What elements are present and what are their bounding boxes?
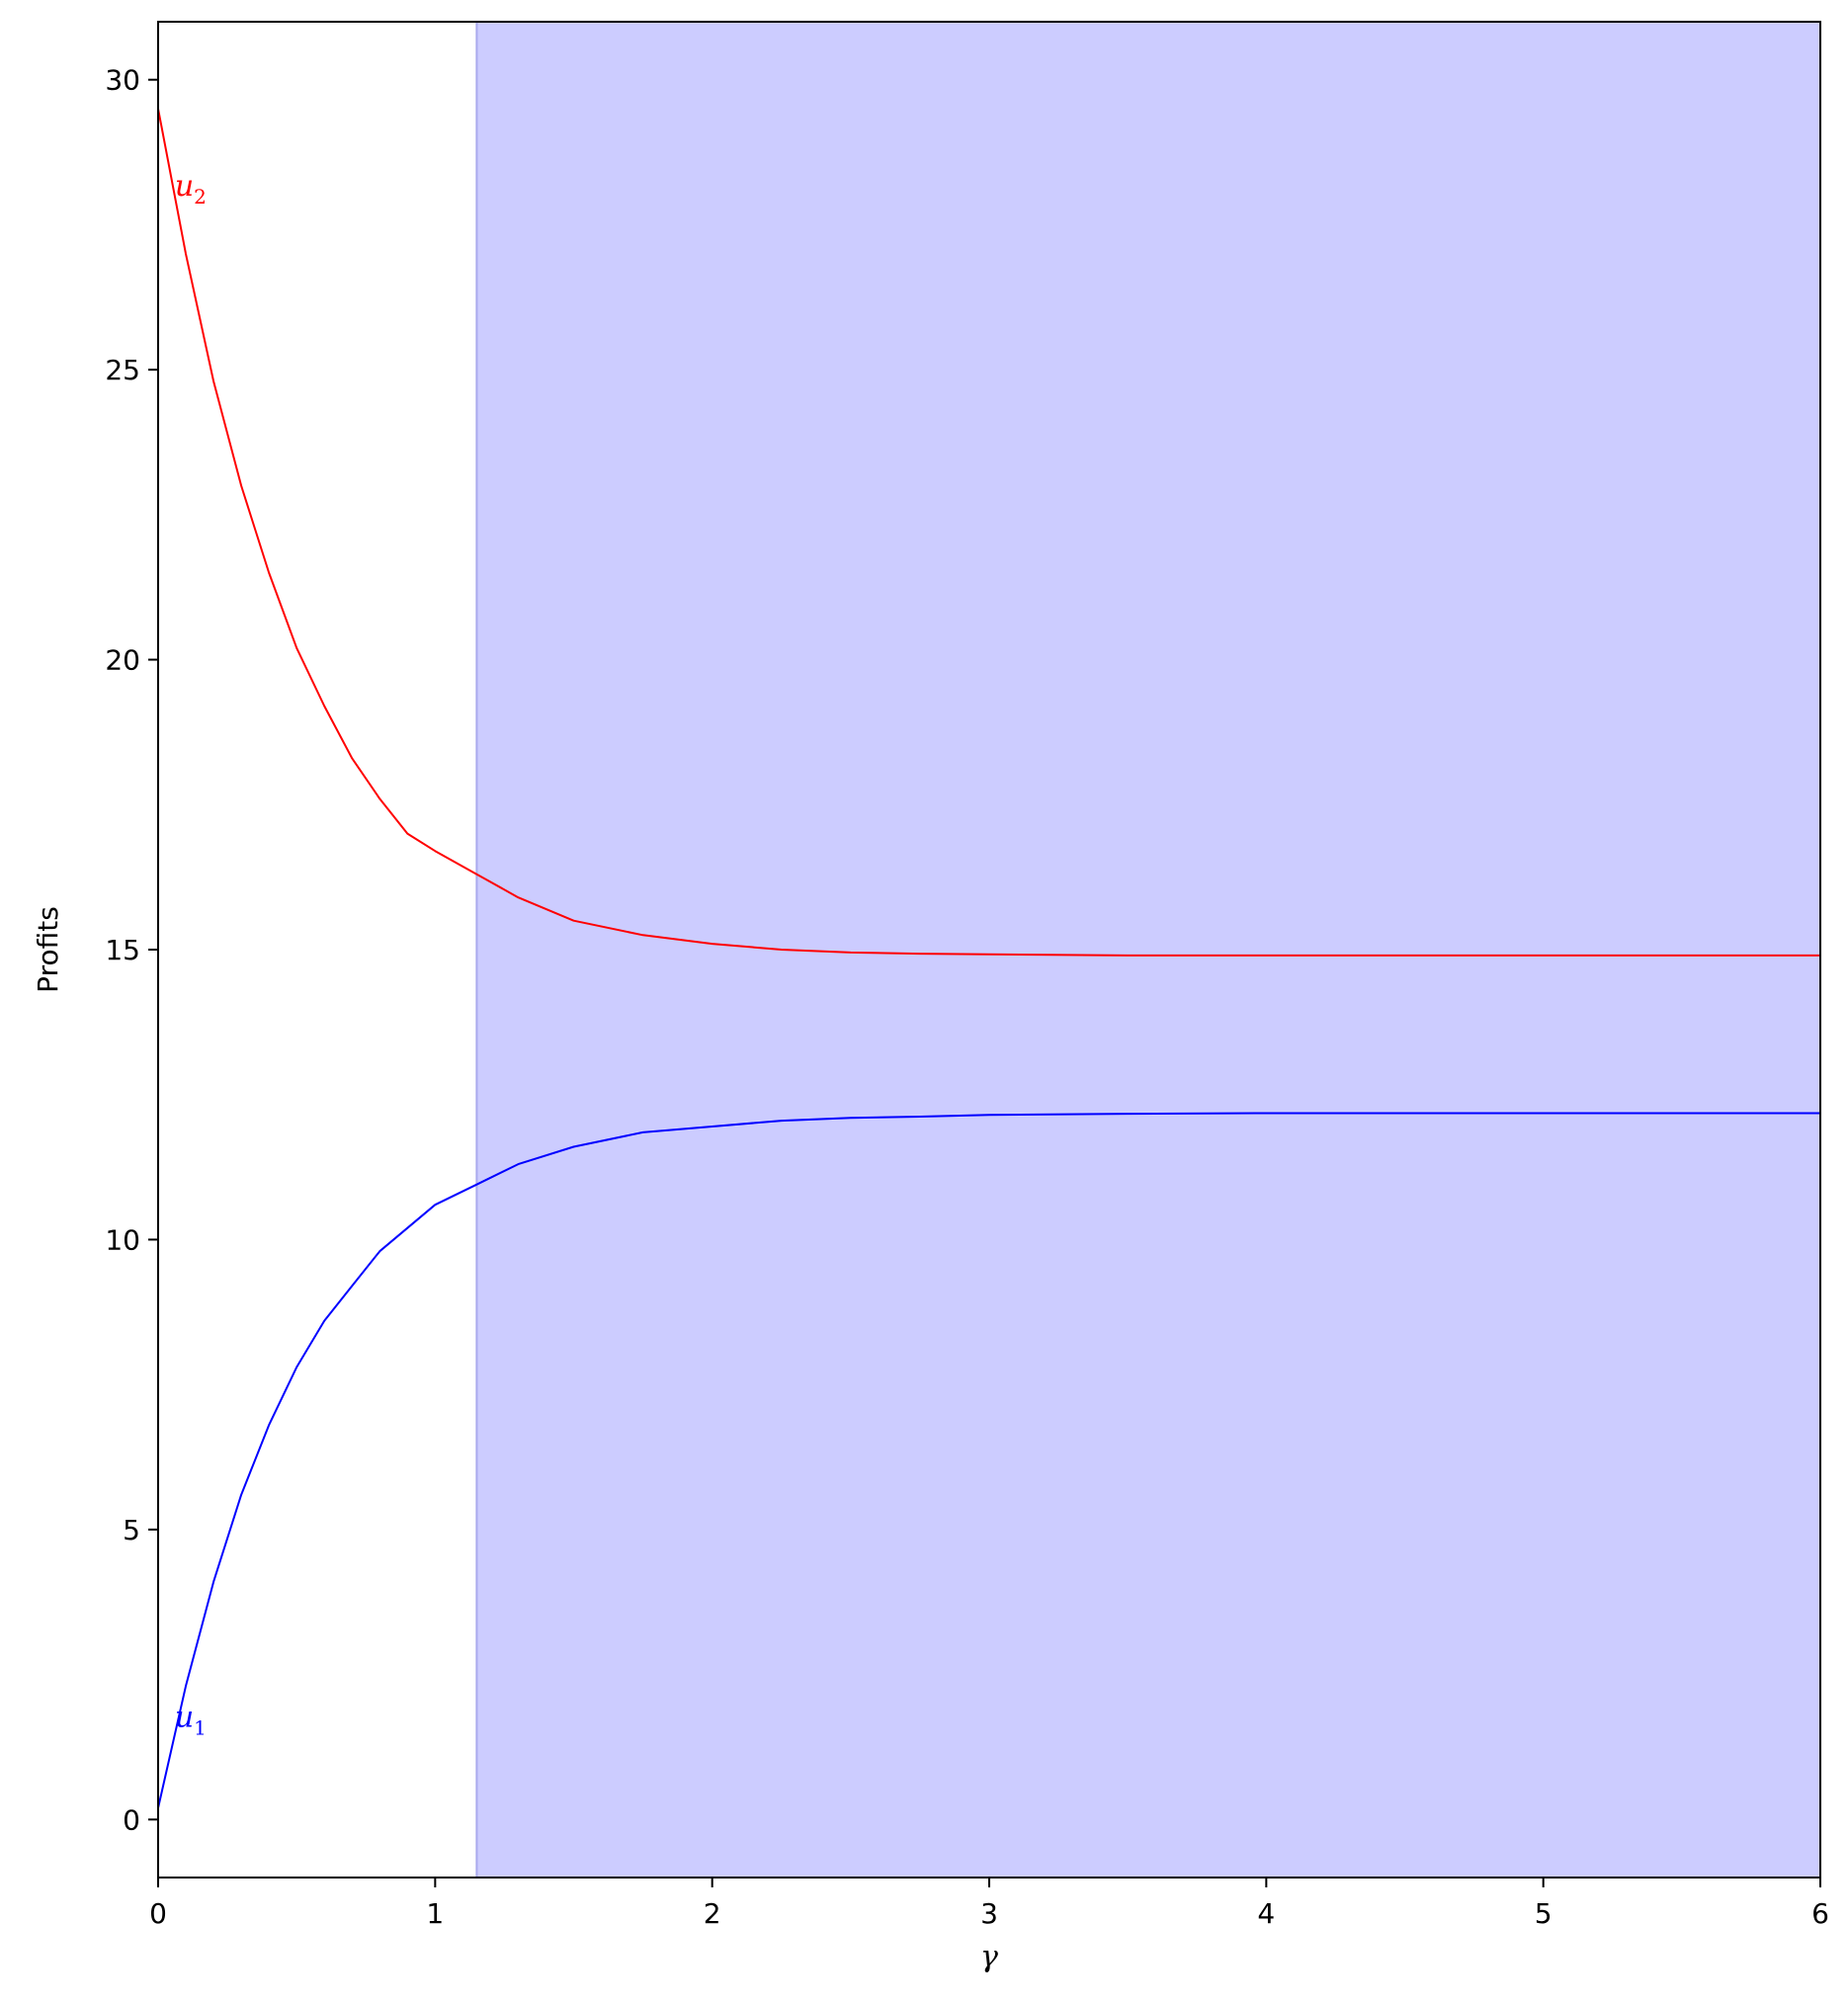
x-tick-label: 0 xyxy=(149,1897,167,1930)
series-label-u2: u2 xyxy=(175,169,207,209)
x-axis-label: γ xyxy=(980,1940,998,1974)
shaded-region xyxy=(476,22,1821,1878)
y-axis-label: Profits xyxy=(32,906,64,993)
x-tick-label: 6 xyxy=(1811,1897,1829,1930)
x-tick-label: 1 xyxy=(426,1897,444,1930)
series-line-u2 xyxy=(157,108,1820,957)
series-label-main: u xyxy=(175,169,194,204)
x-tick-label: 4 xyxy=(1257,1897,1275,1930)
y-tick-label: 25 xyxy=(105,354,140,386)
y-tick-label: 30 xyxy=(105,64,140,97)
y-tick-label: 20 xyxy=(105,644,140,677)
x-tick-label: 5 xyxy=(1535,1897,1553,1930)
y-tick-label: 10 xyxy=(105,1223,140,1256)
series-label-subscript: 1 xyxy=(194,1715,207,1739)
x-axis-ticks: 0 1 2 3 4 5 6 xyxy=(149,1878,1829,1930)
series-label-u1: u1 xyxy=(175,1700,207,1739)
y-tick-label: 5 xyxy=(123,1514,140,1546)
y-tick-label: 0 xyxy=(123,1803,140,1836)
y-tick-label: 15 xyxy=(105,934,140,966)
series-label-main: u xyxy=(175,1700,194,1734)
series-label-subscript: 2 xyxy=(194,185,207,209)
series-layer xyxy=(157,108,1820,1808)
x-tick-label: 3 xyxy=(980,1897,998,1930)
shaded-region-layer xyxy=(475,22,1821,1878)
y-axis-ticks: 0 5 10 15 20 25 30 xyxy=(105,64,158,1836)
series-line-u1 xyxy=(157,1112,1820,1808)
x-tick-label: 2 xyxy=(704,1897,721,1930)
